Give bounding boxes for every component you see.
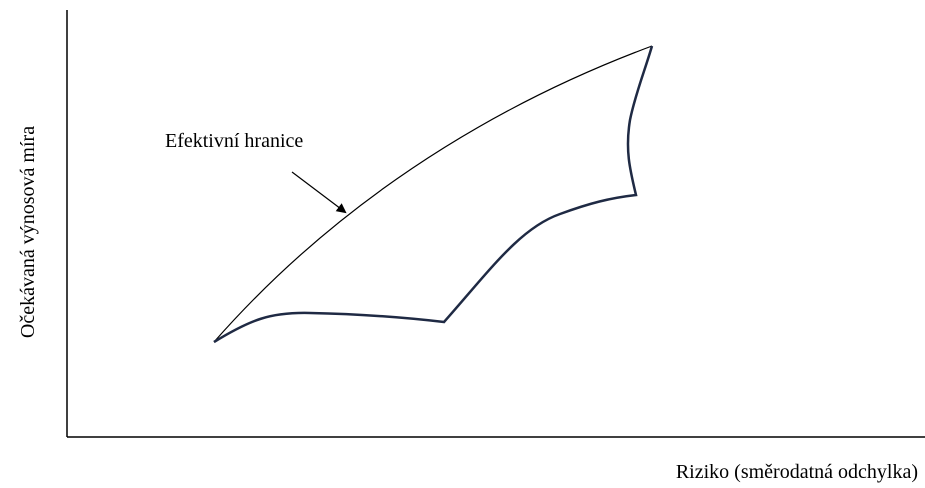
annotation-arrow [291,171,347,214]
y-axis-label: Očekávaná výnosová míra [17,126,39,338]
feasible-set-boundary [213,45,654,344]
x-axis-label: Riziko (směrodatná odchylka) [676,461,918,483]
annotation: Efektivní hranice [165,130,303,152]
efficient-frontier [213,45,653,343]
